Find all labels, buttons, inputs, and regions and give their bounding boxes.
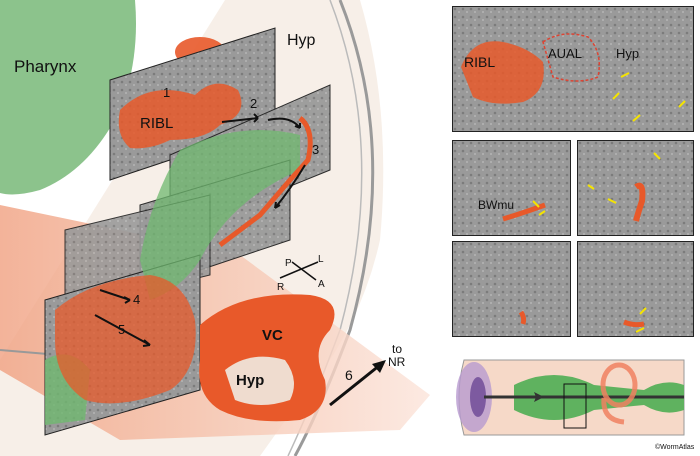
step-6: 6 [345,367,353,383]
em-panel-low-left-art [453,242,570,336]
to-label: to [392,342,402,356]
em-panel-low-right [577,241,694,337]
orient-l: L [318,254,324,265]
hyp-vc-label: Hyp [236,372,264,389]
panel-top-hyp: Hyp [616,46,640,61]
step-2: 2 [250,96,257,111]
ribl-label: RIBL [140,115,173,132]
main-figure: Pharynx Hyp RIBL VC Hyp 1 2 3 4 5 6 to [0,0,430,456]
em-panel-mid-left-art [453,141,570,235]
em-panel-mid-right [577,140,694,236]
worm-schematic [456,359,685,436]
neurite-process [218,116,313,247]
panel-mid-bwmu: BWmu [478,198,514,212]
hyp-top-label: Hyp [287,32,316,49]
ribl-cell [118,83,242,149]
step-4: 4 [133,292,140,307]
hyp-in-vc [225,356,294,405]
green-cell-band [140,130,300,300]
vc-label: VC [262,327,283,344]
to-nr-arrow [329,363,381,407]
panel-top-ribl: RIBL [464,54,496,70]
orientation-compass [279,261,319,281]
em-panel-low-left [452,241,571,337]
em-panel-top [452,6,694,132]
panel-top-aual: AUAL [548,46,582,61]
em-panel-top-art [453,7,693,131]
pharynx-label: Pharynx [14,57,77,76]
path-arrows [94,113,306,347]
em-panel-mid-right-art [578,141,693,235]
credit: ©WormAtlas [655,444,695,451]
orient-r: R [277,282,284,293]
to-nr-arrowhead [372,360,386,373]
lower-orange-cell [55,275,196,404]
step-1: 1 [163,85,170,100]
step-5: 5 [118,322,125,337]
pharynx-shape [0,0,136,195]
orient-a: A [318,279,325,290]
nr-label: NR [388,355,406,369]
em-panel-low-right-art [578,242,693,336]
em-panel-mid-left [452,140,571,236]
orient-p: P [285,258,292,269]
step-3: 3 [312,142,319,157]
